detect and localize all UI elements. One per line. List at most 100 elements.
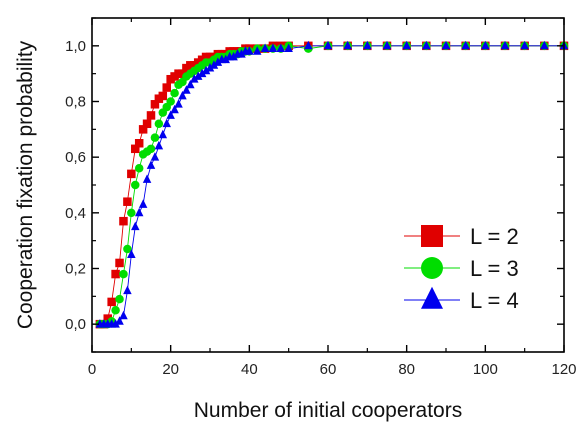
x-tick-label: 0	[88, 361, 96, 378]
data-point	[154, 140, 164, 150]
data-point	[123, 285, 132, 295]
data-point	[209, 60, 219, 69]
legend-marker	[421, 225, 443, 247]
data-point	[115, 294, 124, 304]
data-point	[276, 43, 286, 53]
legend-marker	[421, 286, 443, 309]
data-point	[229, 51, 238, 61]
y-axis-label: Cooperation fixation probability	[14, 40, 37, 329]
data-point	[284, 43, 293, 53]
data-point	[304, 40, 313, 50]
data-point	[146, 160, 156, 169]
data-point	[111, 319, 120, 328]
data-point	[190, 74, 199, 83]
x-tick-label: 100	[473, 361, 498, 378]
x-tick-label: 120	[551, 361, 576, 378]
data-point	[343, 40, 352, 50]
data-point	[221, 54, 230, 64]
y-tick-label: 0,0	[65, 316, 86, 333]
data-point	[363, 40, 372, 50]
data-point	[245, 46, 254, 55]
legend-label: L = 4	[470, 288, 519, 313]
data-point	[237, 49, 246, 58]
y-tick-label: 0,6	[65, 149, 86, 166]
data-point	[119, 310, 128, 320]
data-point	[134, 164, 144, 173]
data-point	[127, 249, 136, 258]
data-point	[252, 46, 262, 55]
data-point	[150, 133, 160, 142]
x-tick-label: 20	[162, 361, 179, 378]
y-tick-label: 0,8	[65, 94, 86, 111]
data-point	[197, 68, 207, 78]
data-point	[154, 119, 164, 129]
data-point	[107, 297, 116, 307]
data-point	[111, 269, 120, 279]
y-tick-label: 1,0	[65, 38, 86, 55]
data-point	[142, 119, 152, 129]
data-point	[162, 118, 171, 128]
data-point	[205, 63, 215, 72]
data-point	[193, 71, 203, 80]
data-point	[158, 129, 168, 139]
legend-marker	[421, 257, 443, 279]
data-point	[162, 83, 171, 92]
data-point	[166, 110, 175, 119]
data-point	[500, 40, 510, 50]
data-point	[402, 40, 411, 50]
data-point	[382, 40, 392, 50]
data-point	[323, 40, 333, 50]
data-point	[422, 40, 431, 50]
data-point	[131, 221, 140, 231]
legend-label: L = 3	[470, 256, 519, 281]
data-point	[131, 144, 140, 154]
data-point	[150, 152, 160, 161]
data-point	[115, 316, 124, 325]
data-point	[213, 57, 223, 66]
legend-label: L = 2	[470, 224, 519, 249]
data-point	[123, 244, 132, 254]
data-point	[134, 207, 144, 217]
data-point	[540, 40, 549, 50]
data-point	[142, 174, 152, 183]
data-point	[131, 180, 140, 190]
axes: 0 20 40 60 80 100 120 0,0 0,2 0,4 0,6 0,8 1,0	[65, 17, 577, 378]
data-point	[158, 91, 168, 101]
data-point	[182, 85, 191, 94]
data-point	[127, 169, 136, 179]
data-point	[119, 269, 128, 279]
data-point	[146, 111, 156, 120]
data-point	[166, 97, 175, 106]
data-point	[461, 40, 470, 50]
data-point	[119, 216, 128, 226]
x-tick-label: 80	[398, 361, 415, 378]
data-point	[268, 43, 278, 53]
data-point	[134, 139, 144, 148]
x-axis-label: Number of initial cooperators	[194, 399, 462, 422]
data-point	[127, 208, 136, 218]
y-tick-label: 0,4	[65, 205, 86, 222]
data-point	[138, 125, 148, 134]
data-point	[520, 40, 529, 50]
data-point	[170, 88, 179, 98]
data-point	[111, 306, 120, 315]
data-point	[174, 99, 183, 108]
data-point	[186, 79, 195, 89]
data-point	[481, 40, 490, 50]
data-point	[170, 104, 179, 114]
legend: L = 2 L = 3 L = 4	[404, 224, 519, 313]
data-point	[103, 314, 112, 323]
x-tick-label: 40	[241, 361, 258, 378]
data-point	[146, 144, 156, 154]
data-point	[260, 43, 270, 53]
data-point	[441, 40, 451, 50]
plot-area	[95, 40, 569, 329]
data-point	[138, 199, 148, 208]
data-point	[201, 65, 211, 75]
data-point	[178, 90, 187, 100]
data-point	[150, 100, 160, 109]
x-tick-label: 60	[320, 361, 337, 378]
y-tick-label: 0,2	[65, 261, 86, 278]
data-point	[115, 258, 124, 268]
